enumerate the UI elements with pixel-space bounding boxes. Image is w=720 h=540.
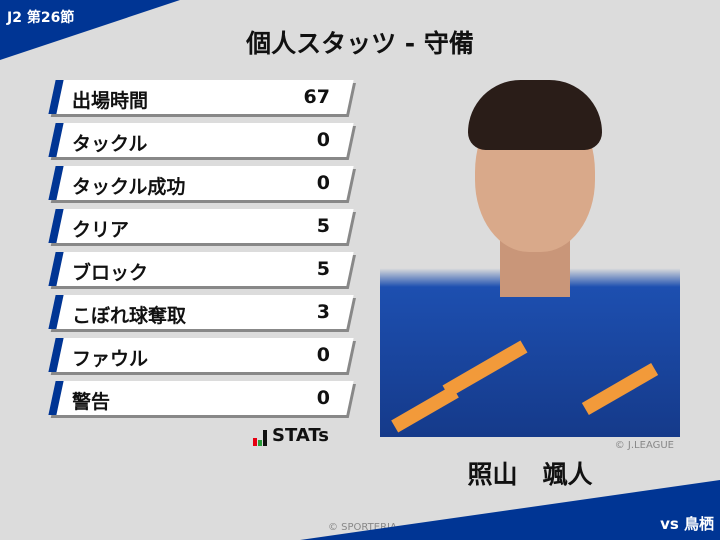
stat-value: 5 bbox=[316, 215, 330, 237]
stat-value: 0 bbox=[316, 344, 330, 366]
stats-logo-text: STATs bbox=[272, 425, 329, 446]
stat-label: タックル bbox=[72, 133, 148, 155]
stat-label: こぼれ球奪取 bbox=[72, 305, 187, 327]
stats-logo: STATs bbox=[253, 425, 329, 446]
stat-row: ブロック 5 bbox=[48, 252, 354, 286]
stat-row: 出場時間 67 bbox=[48, 80, 354, 114]
footer-credit: © SPORTERIA bbox=[328, 522, 397, 533]
stat-value: 67 bbox=[303, 86, 330, 108]
stat-value: 0 bbox=[316, 387, 330, 409]
stat-row: タックル成功 0 bbox=[48, 166, 354, 200]
player-name: 照山 颯人 bbox=[467, 460, 593, 489]
page-title: 個人スタッツ - 守備 bbox=[246, 29, 474, 58]
round-label: J2 第26節 bbox=[7, 10, 75, 26]
stat-label: 警告 bbox=[72, 391, 111, 413]
stat-row: 警告 0 bbox=[48, 381, 354, 415]
stat-label: クリア bbox=[72, 219, 130, 241]
stat-row: クリア 5 bbox=[48, 209, 354, 243]
opponent-label: vs 鳥栖 bbox=[660, 515, 714, 533]
photo-credit: © J.LEAGUE bbox=[614, 440, 674, 451]
stat-label: 出場時間 bbox=[72, 90, 149, 112]
stat-label: ファウル bbox=[72, 348, 149, 370]
stat-row: ファウル 0 bbox=[48, 338, 354, 372]
stat-value: 3 bbox=[316, 301, 330, 323]
stat-label: タックル成功 bbox=[72, 176, 186, 198]
stats-bars-icon bbox=[253, 430, 267, 446]
stat-row: こぼれ球奪取 3 bbox=[48, 295, 354, 329]
stat-value: 0 bbox=[316, 129, 330, 151]
stat-value: 5 bbox=[316, 258, 330, 280]
stat-value: 0 bbox=[316, 172, 330, 194]
stat-label: ブロック bbox=[72, 262, 149, 284]
player-photo bbox=[380, 62, 680, 437]
stat-row: タックル 0 bbox=[48, 123, 354, 157]
